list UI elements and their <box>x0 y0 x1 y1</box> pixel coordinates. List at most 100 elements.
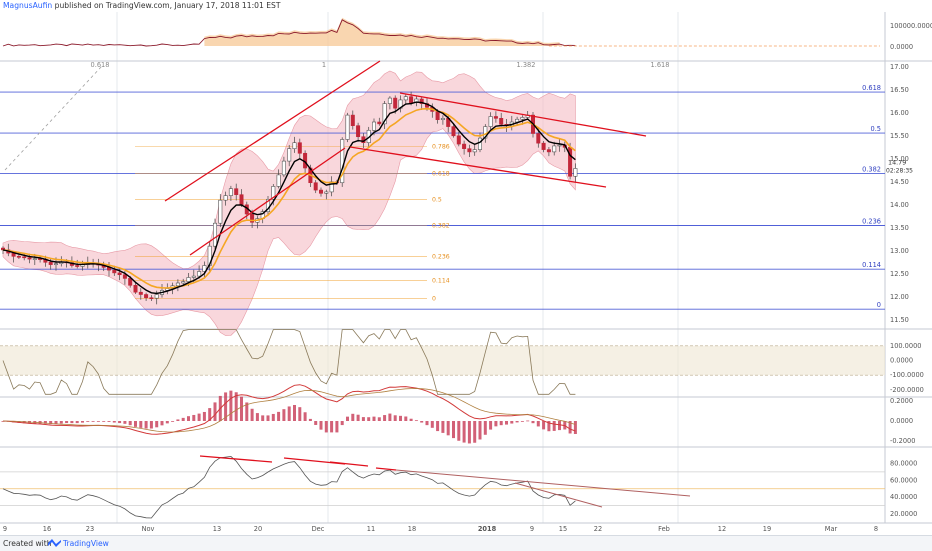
time-axis-label: 9 <box>530 525 534 533</box>
candle-body <box>573 168 578 177</box>
candle-body <box>297 142 302 154</box>
macd-histogram-bar <box>134 421 137 427</box>
rsi-axis-label: 20.0000 <box>890 510 917 518</box>
macd-histogram-bar <box>351 413 355 421</box>
macd-histogram-bar <box>340 421 344 426</box>
time-axis-label: 8 <box>874 525 878 533</box>
macd-histogram-bar <box>478 421 482 440</box>
candle-body <box>271 186 276 200</box>
macd-histogram-bar <box>250 408 254 421</box>
macd-histogram-bar <box>536 421 540 427</box>
macd-histogram-bar <box>436 421 440 432</box>
macd-histogram-bar <box>261 415 265 421</box>
macd-histogram-bar <box>467 421 471 444</box>
rsi-axis-label: 40.0000 <box>890 493 917 501</box>
fib-level-label: 0.5 <box>871 125 882 133</box>
macd-histogram-bar <box>49 421 53 425</box>
price-axis-label: 11.50 <box>890 316 909 324</box>
candle-body <box>175 282 180 287</box>
macd-histogram-bar <box>377 417 381 421</box>
macd-histogram-bar <box>176 419 180 421</box>
macd-histogram-bar <box>308 418 312 421</box>
macd-histogram-bar <box>510 421 514 424</box>
time-axis-label: 18 <box>408 525 416 533</box>
time-axis-label: 13 <box>213 525 221 533</box>
candle-body <box>218 199 223 224</box>
candle-body <box>128 278 133 286</box>
price-axis-label: 14.00 <box>890 201 909 209</box>
candle-body <box>287 148 292 162</box>
volume-axis-label: 100000.0000 <box>890 22 932 30</box>
macd-histogram-bar <box>552 421 556 431</box>
macd-histogram-bar <box>457 421 461 441</box>
macd-histogram-bar <box>187 416 190 421</box>
candle-body <box>557 144 562 147</box>
publish-info: published on TradingView.com, January 17… <box>54 1 281 10</box>
macd-histogram-bar <box>330 421 334 433</box>
time-axis-label: 16 <box>43 525 51 533</box>
macd-histogram-bar <box>277 411 281 421</box>
candle-body <box>228 188 233 196</box>
macd-histogram-bar <box>314 421 318 425</box>
macd-histogram-bar <box>452 421 455 439</box>
tradingview-link[interactable]: TradingView <box>63 539 109 548</box>
time-axis-label: Mar <box>825 525 838 533</box>
candle-body <box>541 142 546 150</box>
candle-body <box>223 195 228 201</box>
candle-body <box>403 96 408 101</box>
candle-body <box>22 256 27 259</box>
candle-body <box>16 256 21 258</box>
macd-histogram-bar <box>81 421 84 423</box>
rsi-divergence-line <box>199 455 273 463</box>
candle-body <box>122 274 127 279</box>
author-link[interactable]: MagnusAufin <box>3 1 53 10</box>
macd-histogram-bar <box>240 396 243 421</box>
candle-body <box>313 182 318 191</box>
macd-histogram-bar <box>542 421 546 430</box>
macd-histogram-bar <box>43 421 47 424</box>
macd-histogram-bar <box>229 390 233 421</box>
candle-body <box>181 281 186 284</box>
macd-histogram-bar <box>123 421 127 424</box>
candle-body <box>393 97 398 109</box>
candle-body <box>435 111 440 120</box>
macd-histogram-bar <box>282 409 286 421</box>
macd-histogram-bar <box>494 421 498 427</box>
fib-level-label: 0.114 <box>862 261 881 269</box>
candle-body <box>197 271 202 277</box>
ema-fast-line <box>2 101 576 295</box>
time-axis-label: 23 <box>86 525 94 533</box>
macd-histogram-bar <box>568 421 572 434</box>
cci-line <box>2 329 576 395</box>
rsi-divergence-line <box>375 467 397 471</box>
fib-extension-label: 0.5 <box>432 196 442 203</box>
fib-level-label: 0.236 <box>862 218 881 226</box>
created-with-label: Created with <box>3 539 52 548</box>
macd-histogram-bar <box>59 421 63 424</box>
candle-body <box>144 294 149 299</box>
candle-body <box>350 114 355 126</box>
macd-histogram-bar <box>462 421 466 443</box>
macd-histogram-bar <box>165 421 169 424</box>
macd-histogram-bar <box>520 421 524 422</box>
candle-body <box>27 257 32 260</box>
macd-histogram-bar <box>91 421 95 422</box>
cci-axis-label: 0.0000 <box>890 357 913 365</box>
macd-histogram-bar <box>118 421 122 424</box>
macd-histogram-bar <box>505 421 508 425</box>
macd-histogram-bar <box>335 421 339 433</box>
macd-histogram-bar <box>367 417 371 421</box>
candle-body <box>75 265 80 267</box>
macd-histogram-bar <box>409 418 413 421</box>
fib-extension-label: 0 <box>432 296 436 303</box>
price-chart[interactable]: 0 0.114 0.236 0.382 0.5 0.618 0 0.114 0.236 0.382… <box>0 0 932 535</box>
macd-histogram-bar <box>171 421 175 422</box>
candle-body <box>154 294 159 299</box>
tradingview-logo-icon[interactable] <box>48 539 61 548</box>
candle-body <box>371 121 376 131</box>
macd-axis-label: 0.0000 <box>890 417 913 425</box>
countdown-label: 02:28:35 <box>886 167 913 174</box>
macd-histogram-bar <box>38 421 42 424</box>
time-axis-label: Feb <box>658 525 670 533</box>
macd-histogram-bar <box>393 415 397 421</box>
